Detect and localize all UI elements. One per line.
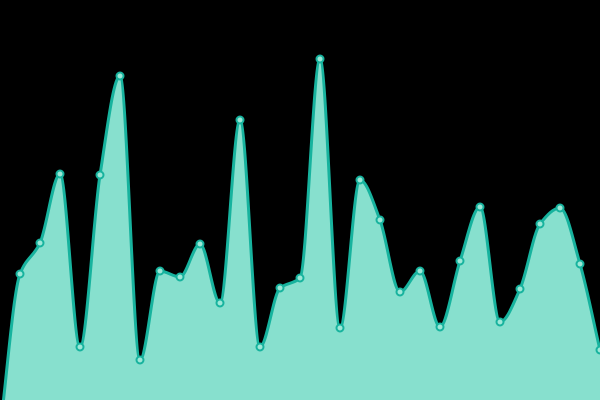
data-point-marker [195, 239, 205, 249]
data-point-marker [95, 170, 105, 180]
data-point-marker [335, 323, 345, 333]
data-point-marker [235, 115, 245, 125]
data-point-marker [355, 175, 365, 185]
data-point-marker [415, 266, 425, 276]
data-point-marker [475, 202, 485, 212]
data-point-marker [55, 169, 65, 179]
data-point-marker [435, 322, 445, 332]
data-point-marker [75, 342, 85, 352]
data-point-marker [255, 342, 265, 352]
data-point-marker [315, 54, 325, 64]
data-point-marker [275, 283, 285, 293]
data-point-marker [215, 298, 225, 308]
data-point-marker [35, 238, 45, 248]
data-point-marker [455, 256, 465, 266]
data-point-marker [15, 269, 25, 279]
data-point-marker [595, 345, 600, 355]
data-point-marker [135, 355, 145, 365]
data-point-marker [555, 203, 565, 213]
data-point-marker [575, 259, 585, 269]
data-point-marker [515, 284, 525, 294]
data-point-marker [395, 287, 405, 297]
data-point-marker [495, 317, 505, 327]
data-point-marker [535, 219, 545, 229]
data-point-marker [295, 273, 305, 283]
area-fill-shape [0, 59, 600, 400]
data-point-marker [375, 215, 385, 225]
data-point-marker [155, 266, 165, 276]
data-point-marker [175, 272, 185, 282]
data-point-marker [115, 71, 125, 81]
data-point-markers [15, 54, 600, 365]
